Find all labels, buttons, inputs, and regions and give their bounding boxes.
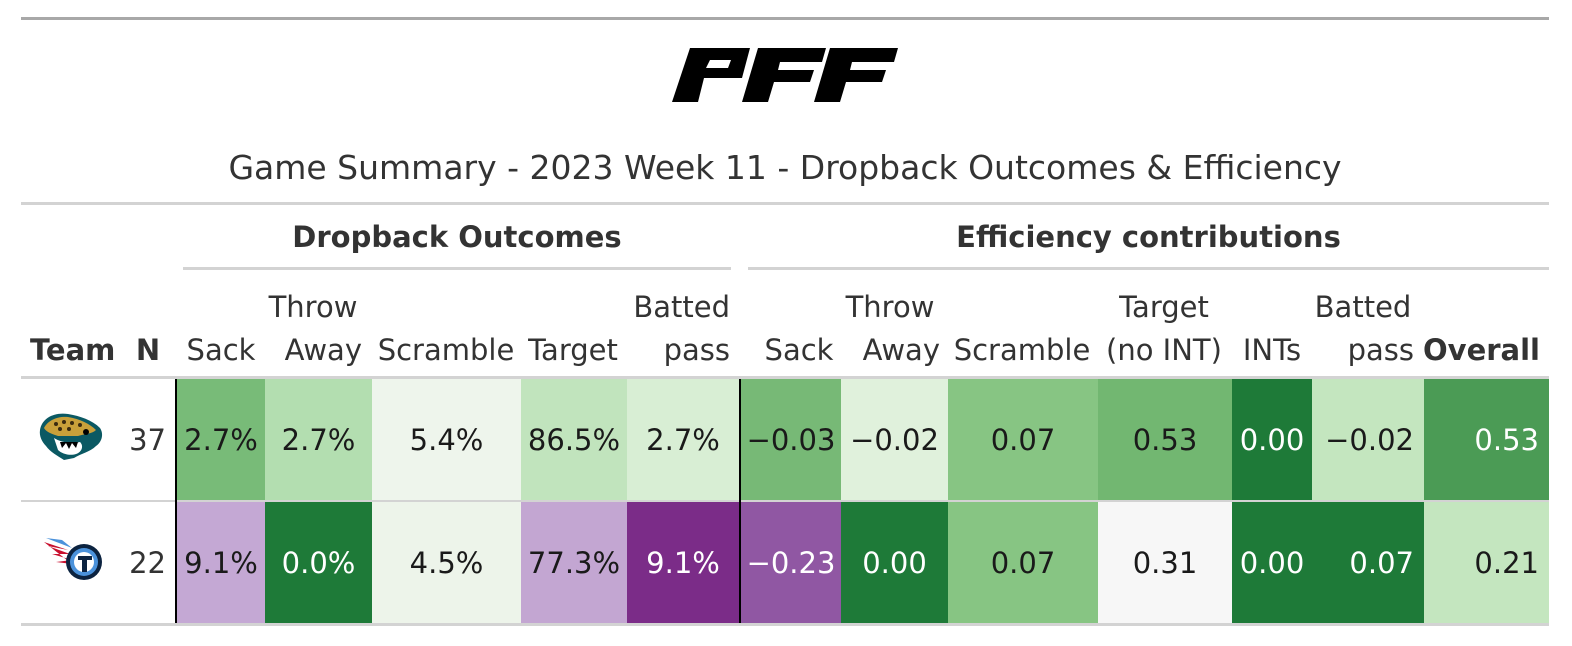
row-n: 37: [129, 422, 166, 457]
cell-outcome-sack: 2.7%: [177, 379, 265, 500]
cell-outcome-target: 86.5%: [521, 379, 627, 500]
col-header-eff-scramble: Scramble: [953, 333, 1091, 367]
cell-eff-target-no-int: 0.53: [1098, 379, 1232, 500]
spanner-rule-outcomes: [183, 267, 731, 270]
cell-eff-throw-away: 0.00: [841, 502, 948, 623]
cell-eff-ints: 0.00: [1232, 379, 1312, 500]
cell-outcome-throw-away: 2.7%: [265, 379, 372, 500]
row-n: 22: [129, 545, 166, 580]
cell-outcome-scramble: 5.4%: [372, 379, 521, 500]
col-header-eff-sack: Sack: [764, 333, 834, 367]
col-header-outcome-throw-away: Throw Away: [268, 290, 362, 367]
cell-outcome-batted-pass: 9.1%: [627, 502, 739, 623]
col-header-outcome-scramble: Scramble: [377, 333, 515, 367]
cell-outcome-throw-away: 0.0%: [265, 502, 372, 623]
cell-outcome-sack: 9.1%: [177, 502, 265, 623]
col-header-outcome-sack: Sack: [186, 333, 256, 367]
divider-outcomes-left: [175, 379, 177, 623]
cell-outcome-scramble: 4.5%: [372, 502, 521, 623]
cell-outcome-batted-pass: 2.7%: [627, 379, 739, 500]
col-header-outcome-batted-pass: Batted pass: [633, 290, 730, 367]
cell-eff-scramble: 0.07: [948, 502, 1098, 623]
bottom-rule: [21, 623, 1549, 626]
titans-logo-icon: [44, 538, 102, 580]
cell-eff-overall: 0.53: [1424, 379, 1549, 500]
cell-eff-batted-pass: −0.02: [1312, 379, 1424, 500]
col-header-eff-throw-away: Throw Away: [845, 290, 940, 367]
spanner-rule-efficiency: [748, 267, 1549, 270]
col-header-eff-target-no-int: Target (no INT): [1106, 290, 1222, 367]
cell-eff-target-no-int: 0.31: [1098, 502, 1232, 623]
top-rule: [21, 17, 1549, 20]
spanner-dropback-outcomes: Dropback Outcomes: [292, 220, 622, 254]
col-header-eff-batted-pass: Batted pass: [1314, 290, 1414, 367]
divider-efficiency-left: [739, 379, 741, 623]
spanner-efficiency-contributions: Efficiency contributions: [956, 220, 1341, 254]
cell-eff-overall: 0.21: [1424, 502, 1549, 623]
col-header-eff-ints: INTs: [1242, 333, 1302, 367]
cell-outcome-target: 77.3%: [521, 502, 627, 623]
cell-eff-throw-away: −0.02: [841, 379, 948, 500]
cell-eff-scramble: 0.07: [948, 379, 1098, 500]
pff-logo: [672, 48, 898, 102]
cell-eff-sack: −0.03: [741, 379, 841, 500]
cell-eff-sack: −0.23: [741, 502, 841, 623]
page-title: Game Summary - 2023 Week 11 - Dropback O…: [228, 148, 1342, 187]
col-header-n: N: [135, 333, 161, 367]
row-divider: [21, 500, 1549, 502]
title-rule: [21, 202, 1549, 205]
header-rule: [21, 376, 1549, 379]
col-header-outcome-target: Target: [528, 333, 618, 367]
cell-eff-batted-pass: 0.07: [1312, 502, 1424, 623]
cell-eff-ints: 0.00: [1232, 502, 1312, 623]
col-header-eff-overall: Overall: [1423, 333, 1540, 367]
jaguars-logo-icon: [39, 413, 103, 460]
col-header-team: Team: [30, 333, 116, 367]
